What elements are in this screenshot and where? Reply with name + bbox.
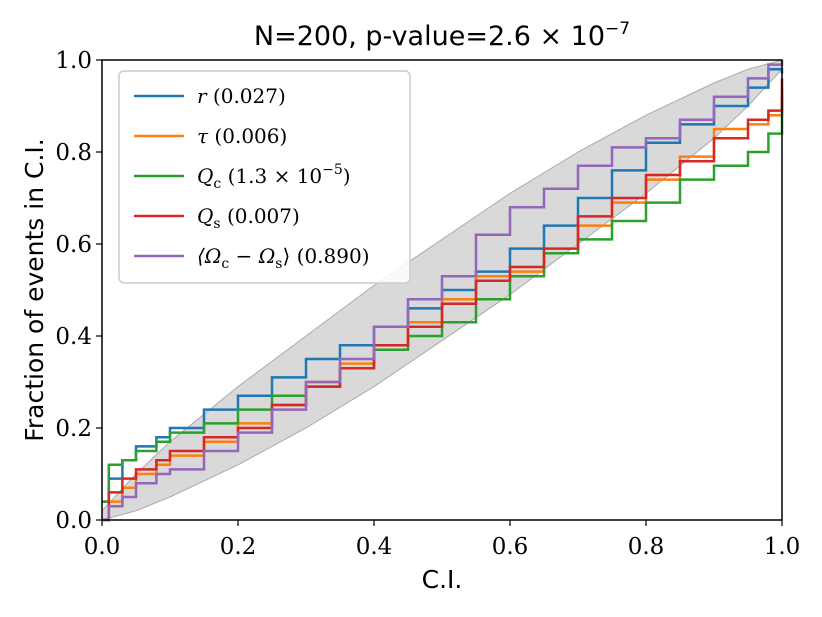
- series-layer: [102, 60, 784, 522]
- x-tick-label-2: 0.4: [356, 534, 393, 560]
- x-tick-label-3: 0.6: [492, 534, 529, 560]
- x-tick-label-4: 0.8: [628, 534, 665, 560]
- series-line-4: [102, 60, 784, 522]
- legend-box: [118, 70, 411, 284]
- legend: r (0.027) τ (0.006) Qc (1.3 × 10−5) Qs (0.0…: [118, 70, 411, 284]
- x-tick-label-1: 0.2: [220, 534, 257, 560]
- tick-layer: 0.0 0.2 0.4 0.6 0.8 1.0 0.0 0.2 0.4 0.6 0.8 1.0: [55, 48, 800, 560]
- y-axis-label: Fraction of events in C.I.: [20, 138, 49, 441]
- x-tick-label-0: 0.0: [84, 534, 121, 560]
- legend-label-1: τ (0.006): [197, 124, 287, 148]
- title-exponent: −7: [605, 19, 630, 39]
- x-axis-label: C.I.: [422, 565, 463, 594]
- plot-frame: [101, 59, 783, 521]
- chart-title: N=200, p-value=2.6 × 10−7: [254, 19, 630, 52]
- legend-label-4: ⟨Ωc − Ωs⟩ (0.890): [197, 244, 370, 272]
- legend-label-0: r (0.027): [197, 84, 286, 108]
- title-mantissa: 2.6 × 10: [488, 21, 605, 52]
- y-tick-label-0: 0.0: [55, 508, 92, 534]
- y-tick-label-1: 0.2: [55, 416, 92, 442]
- title-prefix: N=200, p-value=: [254, 21, 488, 52]
- x-tick-label-5: 1.0: [764, 534, 801, 560]
- legend-label-2: Qc (1.3 × 10−5): [197, 162, 351, 192]
- legend-label-3: Qs (0.007): [197, 204, 300, 232]
- y-tick-label-5: 1.0: [55, 48, 92, 74]
- y-tick-label-4: 0.8: [55, 140, 92, 166]
- y-tick-label-3: 0.6: [55, 232, 92, 258]
- y-tick-label-2: 0.4: [55, 324, 92, 350]
